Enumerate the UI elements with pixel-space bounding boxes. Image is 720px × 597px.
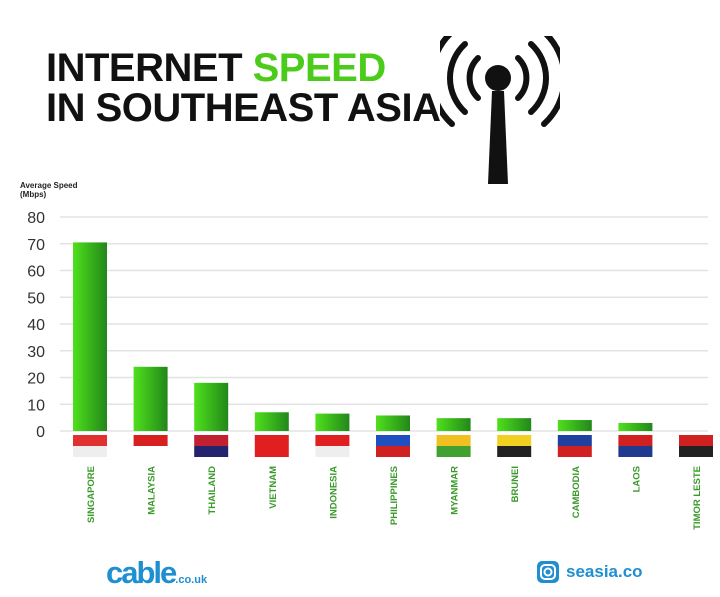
title-line1: INTERNET: [46, 46, 253, 90]
x-tick-label: VIETNAM: [268, 466, 279, 509]
flag-icon: [557, 435, 592, 446]
bar-brunei: [497, 418, 532, 431]
bar-malaysia: [133, 366, 168, 431]
flag-icon-lower: [679, 446, 713, 457]
flag-icon-lower: [618, 446, 653, 457]
x-tick-label: TIMOR LESTE: [692, 466, 703, 530]
chart-title: INTERNET SPEED IN SOUTHEAST ASIA: [46, 48, 441, 128]
flag-icon: [133, 435, 168, 446]
flag-icon-lower: [497, 446, 532, 457]
x-tick-label: THAILAND: [207, 466, 218, 515]
x-tick-label: CAMBODIA: [571, 466, 582, 518]
flag-icon-lower: [315, 446, 350, 457]
title-highlight: SPEED: [252, 46, 387, 90]
x-tick-label: LAOS: [631, 466, 642, 492]
x-tick-label: BRUNEI: [510, 466, 521, 502]
x-tick-label: MALAYSIA: [147, 466, 158, 515]
flag-icon-lower: [73, 446, 107, 457]
title-line2: IN SOUTHEAST ASIA: [46, 86, 441, 130]
flag-icon: [497, 435, 532, 446]
bar-vietnam: [254, 412, 289, 431]
y-axis-label: Average Speed (Mbps): [20, 181, 78, 199]
flag-icon: [436, 435, 471, 446]
flag-icon: [194, 435, 229, 446]
x-tick-label: MYANMAR: [450, 466, 461, 515]
flag-icon: [618, 435, 653, 446]
flag-icon: [73, 435, 107, 446]
bar-cambodia: [557, 420, 592, 431]
flag-icon: [254, 435, 289, 446]
y-tick-label: 80: [27, 210, 45, 227]
y-tick-label: 10: [27, 397, 45, 414]
cable-logo: cable.co.uk: [106, 555, 208, 590]
flag-icon: [679, 435, 713, 446]
bar-chart: 0 10 20 30 40 50 60 70 80 SINGAPORE MALAYSIA THAILA…: [27, 210, 713, 530]
flag-icon: [376, 435, 410, 446]
flag-icon-lower: [376, 446, 410, 457]
bar-philippines: [376, 415, 410, 431]
bar-myanmar: [436, 418, 471, 431]
bar-singapore: [73, 242, 107, 431]
x-tick-label: PHILIPPINES: [389, 466, 400, 525]
y-tick-label: 30: [27, 344, 45, 361]
y-tick-label: 60: [27, 264, 45, 281]
y-tick-label: 70: [27, 237, 45, 254]
y-tick-label: 20: [27, 371, 45, 388]
bar-laos: [618, 422, 653, 431]
flag-icon-lower: [194, 446, 229, 457]
y-tick-label: 50: [27, 290, 45, 307]
flag-icon-lower: [254, 446, 289, 457]
x-tick-label: INDONESIA: [328, 466, 339, 519]
flag-icon: [315, 435, 350, 446]
flag-icon-lower: [436, 446, 471, 457]
seasia-credit: seasia.co: [536, 560, 643, 584]
flag-icon-lower: [133, 446, 168, 457]
x-tick-label: SINGAPORE: [86, 466, 97, 523]
bar-thailand: [194, 382, 229, 431]
bar-indonesia: [315, 413, 350, 431]
wifi-antenna-icon: [440, 36, 560, 184]
flag-icon-lower: [557, 446, 592, 457]
y-tick-label: 40: [27, 317, 45, 334]
instagram-icon: [537, 561, 559, 583]
y-tick-label: 0: [36, 424, 45, 441]
